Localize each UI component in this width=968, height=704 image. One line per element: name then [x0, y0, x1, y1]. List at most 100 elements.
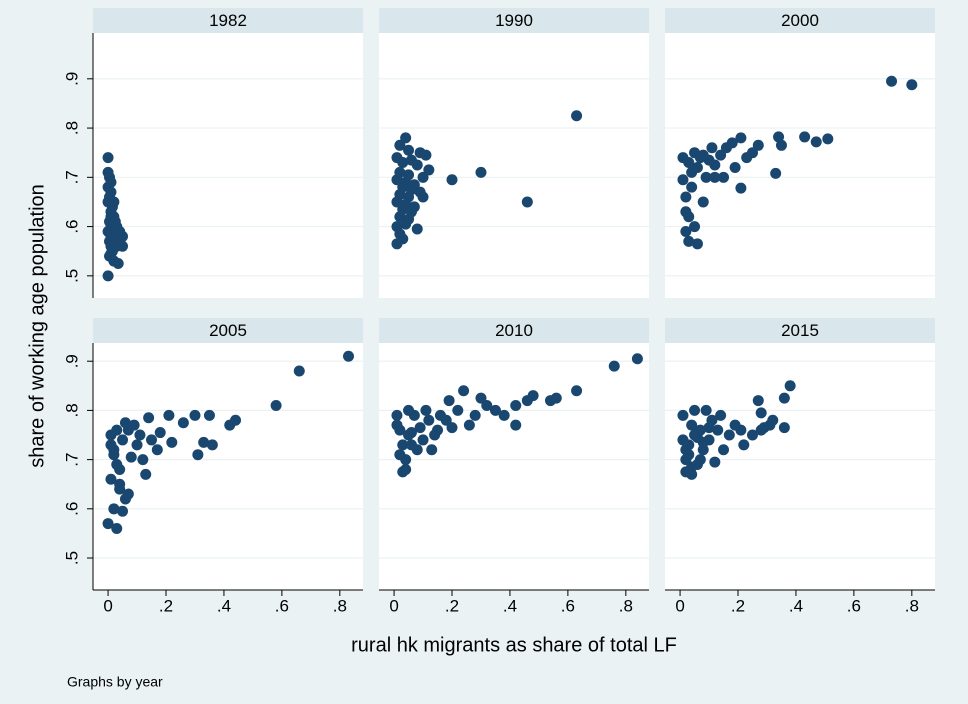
scatter-point — [105, 473, 117, 485]
scatter-point — [729, 161, 741, 173]
scatter-point — [446, 422, 458, 434]
panel-header — [665, 318, 935, 343]
scatter-point — [414, 422, 426, 434]
scatter-point — [680, 191, 692, 203]
scatter-point — [680, 444, 692, 456]
scatter-point — [686, 419, 698, 431]
scatter-point — [131, 439, 143, 451]
scatter-point — [417, 434, 429, 446]
scatter-point — [755, 407, 767, 419]
scatter-point — [434, 409, 446, 421]
scatter-point — [391, 174, 403, 186]
panel-title: 2015 — [781, 321, 819, 340]
scatter-point — [122, 488, 134, 500]
scatter-point — [206, 439, 218, 451]
scatter-point — [394, 211, 406, 223]
panel-title: 2005 — [209, 321, 247, 340]
scatter-point — [677, 174, 689, 186]
y-tick-label: .8 — [62, 121, 81, 135]
scatter-point — [400, 218, 412, 230]
scatter-point — [154, 427, 166, 439]
scatter-point — [446, 174, 458, 186]
y-tick-label: .9 — [62, 72, 81, 86]
scatter-point — [420, 149, 432, 161]
scatter-point — [146, 434, 158, 446]
panel-header — [379, 318, 649, 343]
scatter-point — [741, 152, 753, 164]
scatter-point — [143, 412, 155, 424]
scatter-point — [608, 360, 620, 372]
scatter-point — [397, 439, 409, 451]
scatter-point — [105, 248, 117, 260]
scatter-point — [102, 270, 114, 282]
scatter-point — [117, 434, 129, 446]
x-tick-label: 0 — [389, 596, 398, 615]
scatter-point — [452, 404, 464, 416]
scatter-point — [189, 409, 201, 421]
scatter-point — [778, 392, 790, 404]
note: Graphs by year — [67, 674, 163, 690]
x-tick-label: .8 — [333, 596, 347, 615]
scatter-point — [117, 505, 129, 517]
scatter-point — [137, 454, 149, 466]
scatter-point — [631, 353, 643, 365]
plot-area — [379, 343, 649, 590]
panel-header — [93, 8, 363, 33]
y-tick-label: .7 — [62, 453, 81, 467]
panel-title: 2000 — [781, 11, 819, 30]
scatter-point — [746, 429, 758, 441]
scatter-point — [391, 409, 403, 421]
scatter-point — [270, 399, 282, 411]
scatter-point — [111, 522, 123, 534]
scatter-point — [691, 238, 703, 250]
scatter-point — [403, 429, 415, 441]
scatter-point — [697, 196, 709, 208]
scatter-point — [112, 258, 124, 270]
scatter-point — [391, 238, 403, 250]
scatter-point — [489, 404, 501, 416]
scatter-point — [775, 139, 787, 151]
scatter-point — [510, 419, 522, 431]
x-tick-label: 0 — [675, 596, 684, 615]
scatter-point — [571, 385, 583, 397]
scatter-point — [391, 419, 403, 431]
scatter-point — [475, 392, 487, 404]
scatter-point — [423, 414, 435, 426]
scatter-point — [125, 451, 137, 463]
scatter-point — [102, 152, 114, 164]
scatter-point — [521, 196, 533, 208]
scatter-point — [198, 436, 210, 448]
x-tick-label: .4 — [217, 596, 231, 615]
scatter-point — [723, 429, 735, 441]
scatter-point — [394, 449, 406, 461]
scatter-point — [689, 404, 701, 416]
plot-area — [93, 33, 363, 298]
panel-title: 2010 — [495, 321, 533, 340]
scatter-point — [400, 132, 412, 144]
scatter-point — [697, 436, 709, 448]
scatter-point — [738, 439, 750, 451]
scatter-point — [810, 136, 822, 148]
scatter-point — [111, 424, 123, 436]
y-tick-label: .9 — [62, 354, 81, 368]
scatter-point — [683, 235, 695, 247]
x-tick-label: .6 — [275, 596, 289, 615]
scatter-point — [545, 395, 557, 407]
scatter-point — [718, 171, 730, 183]
plot-area — [379, 33, 649, 298]
scatter-point — [397, 157, 409, 169]
scatter-point — [420, 404, 432, 416]
y-tick-label: .7 — [62, 170, 81, 184]
panel-header — [379, 8, 649, 33]
plot-area — [93, 343, 363, 590]
panel-title: 1982 — [209, 11, 247, 30]
scatter-point — [799, 131, 811, 143]
scatter-point — [405, 439, 417, 451]
y-tick-label: .5 — [62, 551, 81, 565]
x-axis-label: rural hk migrants as share of total LF — [351, 634, 677, 656]
scatter-point — [403, 404, 415, 416]
panel-header — [93, 318, 363, 343]
scatter-point — [712, 424, 724, 436]
